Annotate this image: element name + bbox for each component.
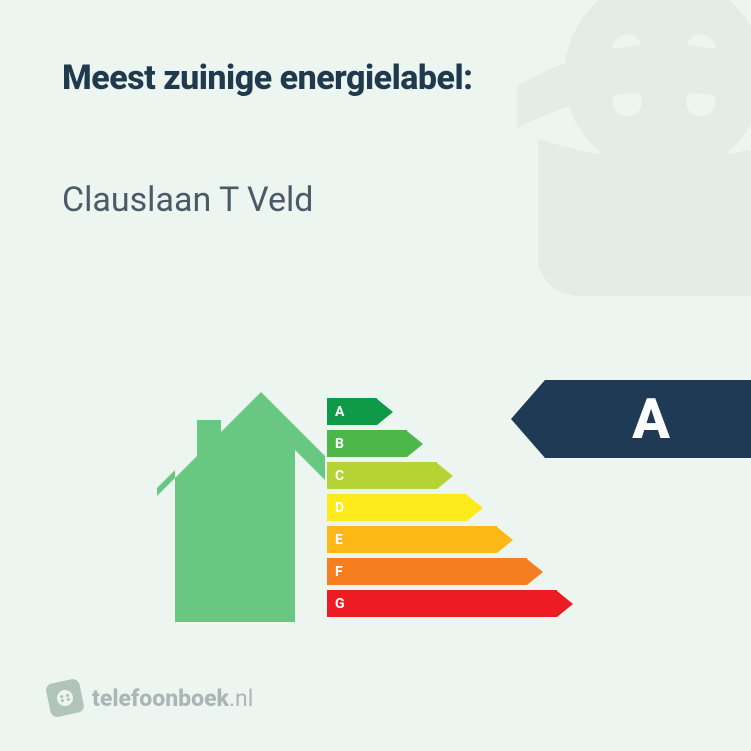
energy-bar-body: F	[327, 558, 527, 585]
rating-badge-arrow	[511, 380, 545, 458]
energy-bar-body: D	[327, 494, 467, 521]
energy-bar-body: G	[327, 590, 557, 617]
energy-bar-body: B	[327, 430, 407, 457]
rating-badge-body: A	[545, 380, 751, 458]
energy-bar-e: E	[327, 526, 573, 553]
footer-brand: telefoonboek.nl	[48, 681, 253, 715]
house-icon	[155, 390, 325, 630]
energy-bar-tip	[407, 431, 423, 457]
energy-bar-tip	[557, 591, 573, 617]
energy-bar-tip	[497, 527, 513, 553]
background-watermark	[391, 0, 751, 380]
address-subtitle: Clauslaan T Veld	[62, 180, 313, 220]
rating-letter: A	[632, 386, 670, 452]
energy-bar-tip	[437, 463, 453, 489]
energy-bar-d: D	[327, 494, 573, 521]
energy-bar-tip	[527, 559, 543, 585]
brand-name-bold: telefoonboek	[92, 685, 229, 712]
energy-bar-f: F	[327, 558, 573, 585]
brand-text: telefoonboek.nl	[92, 685, 253, 712]
brand-logo-icon	[45, 678, 85, 718]
energy-bar-c: C	[327, 462, 573, 489]
energy-bar-tip	[377, 399, 393, 425]
rating-badge: A	[511, 380, 751, 458]
card-title: Meest zuinige energielabel:	[62, 58, 473, 98]
energy-bar-tip	[467, 495, 483, 521]
brand-name-light: .nl	[229, 685, 253, 712]
energy-bar-body: A	[327, 398, 377, 425]
energy-bar-body: E	[327, 526, 497, 553]
energy-bar-g: G	[327, 590, 573, 617]
energy-bar-body: C	[327, 462, 437, 489]
